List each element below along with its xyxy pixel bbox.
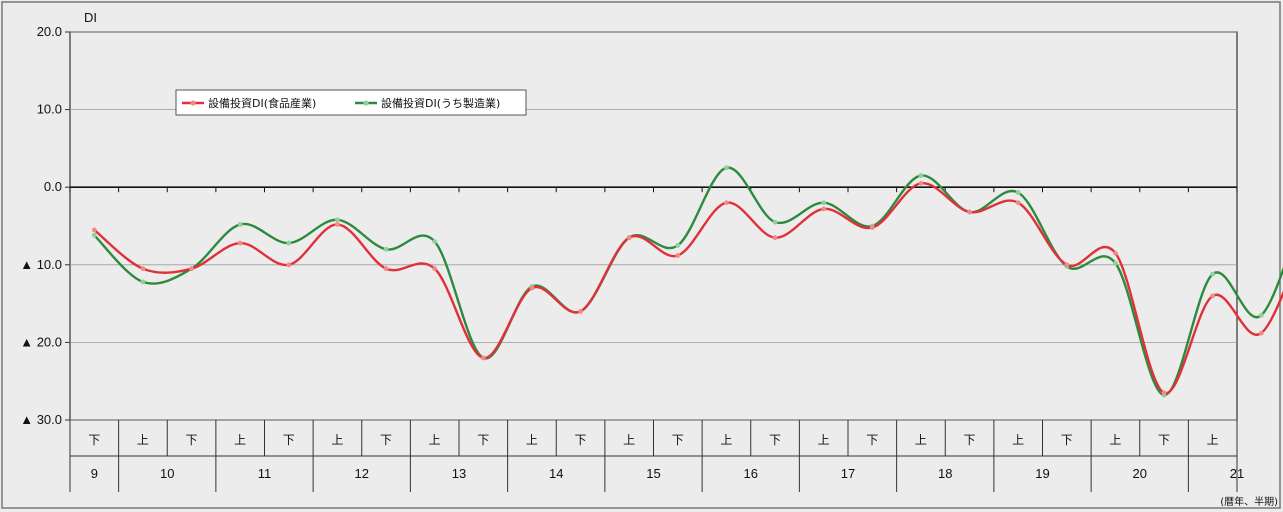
series-point-1: [383, 246, 389, 252]
series-point-0: [1210, 293, 1216, 299]
series-point-0: [821, 206, 827, 212]
series-lines: [91, 165, 1283, 398]
series-point-1: [1015, 190, 1021, 196]
series-point-0: [1064, 262, 1070, 268]
x-year-label: 11: [258, 466, 272, 481]
series-point-1: [772, 219, 778, 225]
series-point-0: [1161, 390, 1167, 396]
series-point-1: [1113, 260, 1118, 266]
y-tick-label: 20.0: [37, 24, 62, 39]
series-point-0: [918, 180, 924, 186]
y-tick-label: ▲ 10.0: [20, 257, 62, 272]
x-year-label: 19: [1035, 466, 1049, 481]
x-year-label: 13: [452, 466, 466, 481]
x-half-label: 下: [380, 433, 392, 447]
x-half-label: 下: [1061, 433, 1073, 447]
series-point-0: [189, 266, 194, 272]
x-half-label: 上: [526, 433, 538, 447]
x-half-label: 上: [720, 433, 732, 447]
x-half-label: 下: [477, 433, 489, 447]
series-point-0: [383, 266, 389, 272]
x-half-label: 上: [331, 433, 343, 447]
series-point-1: [724, 165, 729, 171]
series-point-0: [675, 253, 681, 258]
series-point-0: [432, 266, 438, 272]
legend-marker-1: [363, 100, 369, 106]
series-point-0: [335, 222, 340, 227]
series-point-1: [821, 200, 827, 206]
x-year-label: 14: [549, 466, 563, 481]
x-year-label: 15: [646, 466, 660, 481]
x-half-label: 上: [915, 433, 927, 447]
y-tick-label: ▲ 20.0: [20, 334, 62, 349]
y-tick-label: 10.0: [37, 102, 62, 117]
series-point-0: [724, 200, 729, 206]
series-point-1: [91, 232, 97, 238]
x-axis: 下 上 下 上 下 上 下 上 下 上 下 上 下 上 下 上 下 上 下 上 下 上 下 上 9 10 11 12 13 14 15 16 1…: [69, 420, 1244, 492]
x-half-label: 下: [866, 433, 878, 447]
series-point-0: [1258, 330, 1264, 336]
series-point-1: [918, 173, 924, 178]
x-year-label: 12: [355, 466, 369, 481]
x-half-label: 上: [1207, 433, 1219, 447]
series-point-0: [1113, 250, 1118, 256]
x-half-label: 上: [623, 433, 635, 447]
series-point-0: [1015, 200, 1021, 206]
x-half-label: 下: [769, 433, 781, 447]
series-point-0: [869, 225, 875, 230]
x-year-label: 18: [938, 466, 952, 481]
series-point-0: [140, 266, 146, 272]
legend-box: [175, 89, 527, 116]
series-point-0: [578, 308, 583, 314]
series-point-0: [91, 227, 97, 233]
y-axis-ticks: 20.0 10.0 0.0 ▲ 10.0 ▲ 20.0 ▲ 30.0: [20, 24, 62, 427]
x-half-label: 上: [818, 433, 830, 447]
x-half-label: 上: [1012, 433, 1024, 447]
x-half-label: 上: [429, 433, 441, 447]
x-half-label: 下: [575, 433, 587, 447]
y-tick-label: ▲ 30.0: [20, 412, 62, 427]
x-half-label: 下: [88, 433, 100, 447]
series-point-1: [140, 279, 146, 285]
x-half-label: 下: [964, 433, 976, 447]
legend: 設備投資DI(食品産業) 設備投資DI(うち製造業): [175, 89, 527, 116]
series-point-1: [432, 239, 438, 244]
x-half-label: 上: [137, 433, 149, 447]
x-half-label: 下: [672, 433, 684, 447]
series-point-1: [1210, 271, 1216, 277]
x-unit-label: (暦年、半期): [1220, 495, 1278, 508]
x-half-label: 上: [234, 433, 246, 447]
x-year-label: 9: [91, 466, 98, 481]
x-half-label: 下: [1158, 433, 1170, 447]
series-point-0: [529, 285, 535, 291]
series-point-0: [286, 262, 292, 268]
legend-label-0: 設備投資DI(食品産業): [208, 96, 316, 110]
legend-label-1: 設備投資DI(うち製造業): [381, 96, 500, 110]
series-point-0: [237, 240, 243, 246]
y-tick-label: 0.0: [44, 179, 62, 194]
series-point-0: [772, 235, 778, 241]
x-year-label: 20: [1133, 466, 1147, 481]
series-point-1: [286, 240, 292, 246]
series-point-0: [480, 355, 486, 361]
x-year-label: 16: [744, 466, 758, 481]
x-year-label: 10: [160, 466, 174, 481]
series-point-1: [675, 243, 681, 248]
y-unit-label: DI: [84, 10, 97, 25]
x-half-label: 下: [186, 433, 198, 447]
series-point-1: [335, 217, 340, 223]
series-point-1: [1258, 312, 1264, 318]
x-half-label: 下: [283, 433, 295, 447]
series-point-1: [237, 222, 243, 227]
series-point-0: [967, 209, 972, 215]
x-half-label: 上: [1109, 433, 1121, 447]
legend-marker-0: [190, 100, 196, 106]
series-point-0: [626, 235, 632, 241]
x-year-label: 17: [841, 466, 855, 481]
